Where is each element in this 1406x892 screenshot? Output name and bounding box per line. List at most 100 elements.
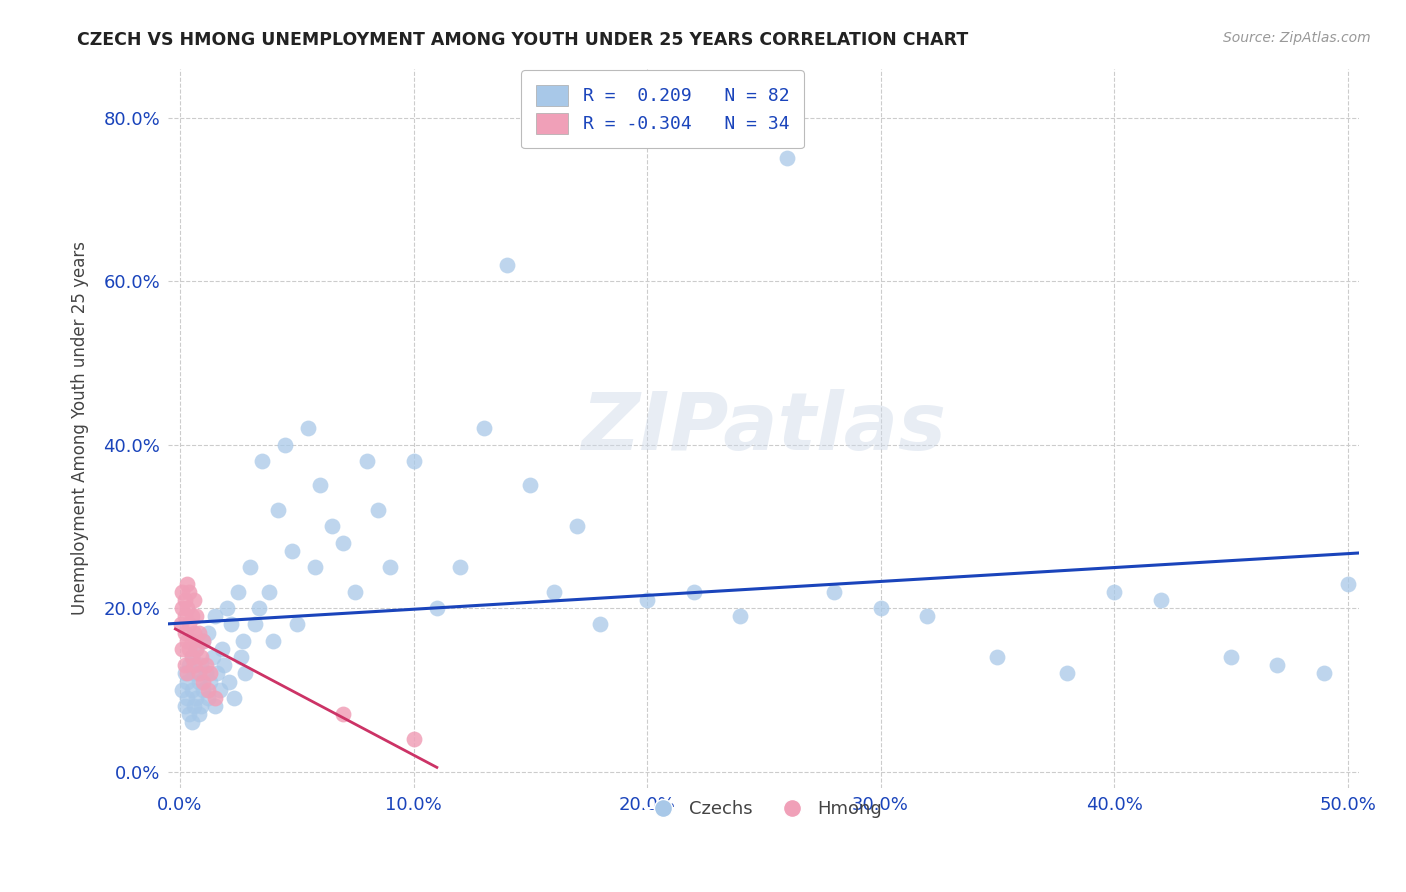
Point: [186, 690, 208, 705]
Point: [730, 609, 752, 624]
Point: [193, 633, 215, 648]
Point: [281, 543, 304, 558]
Point: [449, 560, 471, 574]
Point: [267, 503, 290, 517]
Point: [194, 658, 217, 673]
Point: [179, 658, 201, 673]
Point: [1150, 592, 1173, 607]
Point: [186, 641, 208, 656]
Point: [1267, 658, 1289, 673]
Point: [172, 682, 194, 697]
Point: [211, 641, 233, 656]
Point: [190, 658, 212, 673]
Point: [986, 650, 1008, 665]
Point: [496, 258, 519, 272]
Point: [214, 658, 236, 673]
Point: [172, 601, 194, 615]
Point: [402, 731, 425, 746]
Point: [1313, 666, 1336, 681]
Point: [197, 625, 219, 640]
Point: [180, 682, 202, 697]
Point: [183, 592, 205, 607]
Point: [915, 609, 938, 624]
Point: [1336, 576, 1358, 591]
Point: [173, 658, 195, 673]
Point: [232, 633, 254, 648]
Point: [173, 699, 195, 714]
Point: [180, 633, 202, 648]
Point: [344, 584, 367, 599]
Point: [204, 699, 226, 714]
Point: [215, 601, 238, 615]
Point: [176, 601, 198, 615]
Point: [204, 690, 226, 705]
Point: [193, 633, 215, 648]
Y-axis label: Unemployment Among Youth under 25 years: Unemployment Among Youth under 25 years: [72, 241, 89, 615]
Point: [176, 576, 198, 591]
Point: [194, 666, 217, 681]
Point: [823, 584, 845, 599]
Point: [183, 666, 205, 681]
Point: [235, 666, 257, 681]
Point: [589, 617, 612, 632]
Point: [173, 625, 195, 640]
Point: [179, 641, 201, 656]
Point: [222, 690, 245, 705]
Point: [543, 584, 565, 599]
Point: [200, 666, 222, 681]
Text: CZECH VS HMONG UNEMPLOYMENT AMONG YOUTH UNDER 25 YEARS CORRELATION CHART: CZECH VS HMONG UNEMPLOYMENT AMONG YOUTH …: [77, 31, 969, 49]
Point: [243, 617, 266, 632]
Point: [187, 666, 209, 681]
Point: [186, 641, 208, 656]
Point: [682, 584, 704, 599]
Point: [1219, 650, 1241, 665]
Point: [247, 601, 270, 615]
Point: [207, 666, 229, 681]
Point: [776, 152, 799, 166]
Point: [208, 682, 231, 697]
Point: [180, 650, 202, 665]
Point: [332, 707, 354, 722]
Point: [367, 503, 389, 517]
Text: Source: ZipAtlas.com: Source: ZipAtlas.com: [1223, 31, 1371, 45]
Point: [309, 478, 332, 492]
Point: [869, 601, 891, 615]
Point: [179, 707, 201, 722]
Point: [565, 519, 588, 533]
Point: [221, 617, 243, 632]
Point: [201, 650, 224, 665]
Point: [193, 674, 215, 689]
Legend: Czechs, Hmong: Czechs, Hmong: [638, 793, 890, 826]
Point: [297, 421, 319, 435]
Point: [183, 625, 205, 640]
Point: [229, 650, 252, 665]
Point: [193, 682, 215, 697]
Point: [197, 682, 219, 697]
Point: [183, 699, 205, 714]
Point: [179, 617, 201, 632]
Point: [173, 609, 195, 624]
Point: [176, 690, 198, 705]
Point: [187, 625, 209, 640]
Text: ZIPatlas: ZIPatlas: [581, 389, 946, 467]
Point: [172, 641, 194, 656]
Point: [239, 560, 262, 574]
Point: [402, 454, 425, 468]
Point: [176, 666, 198, 681]
Point: [170, 617, 193, 632]
Point: [426, 601, 449, 615]
Point: [187, 674, 209, 689]
Point: [472, 421, 495, 435]
Point: [332, 535, 354, 549]
Point: [172, 584, 194, 599]
Point: [187, 707, 209, 722]
Point: [262, 633, 284, 648]
Point: [186, 609, 208, 624]
Point: [378, 560, 401, 574]
Point: [176, 633, 198, 648]
Point: [180, 715, 202, 730]
Point: [218, 674, 240, 689]
Point: [1102, 584, 1125, 599]
Point: [183, 658, 205, 673]
Point: [173, 666, 195, 681]
